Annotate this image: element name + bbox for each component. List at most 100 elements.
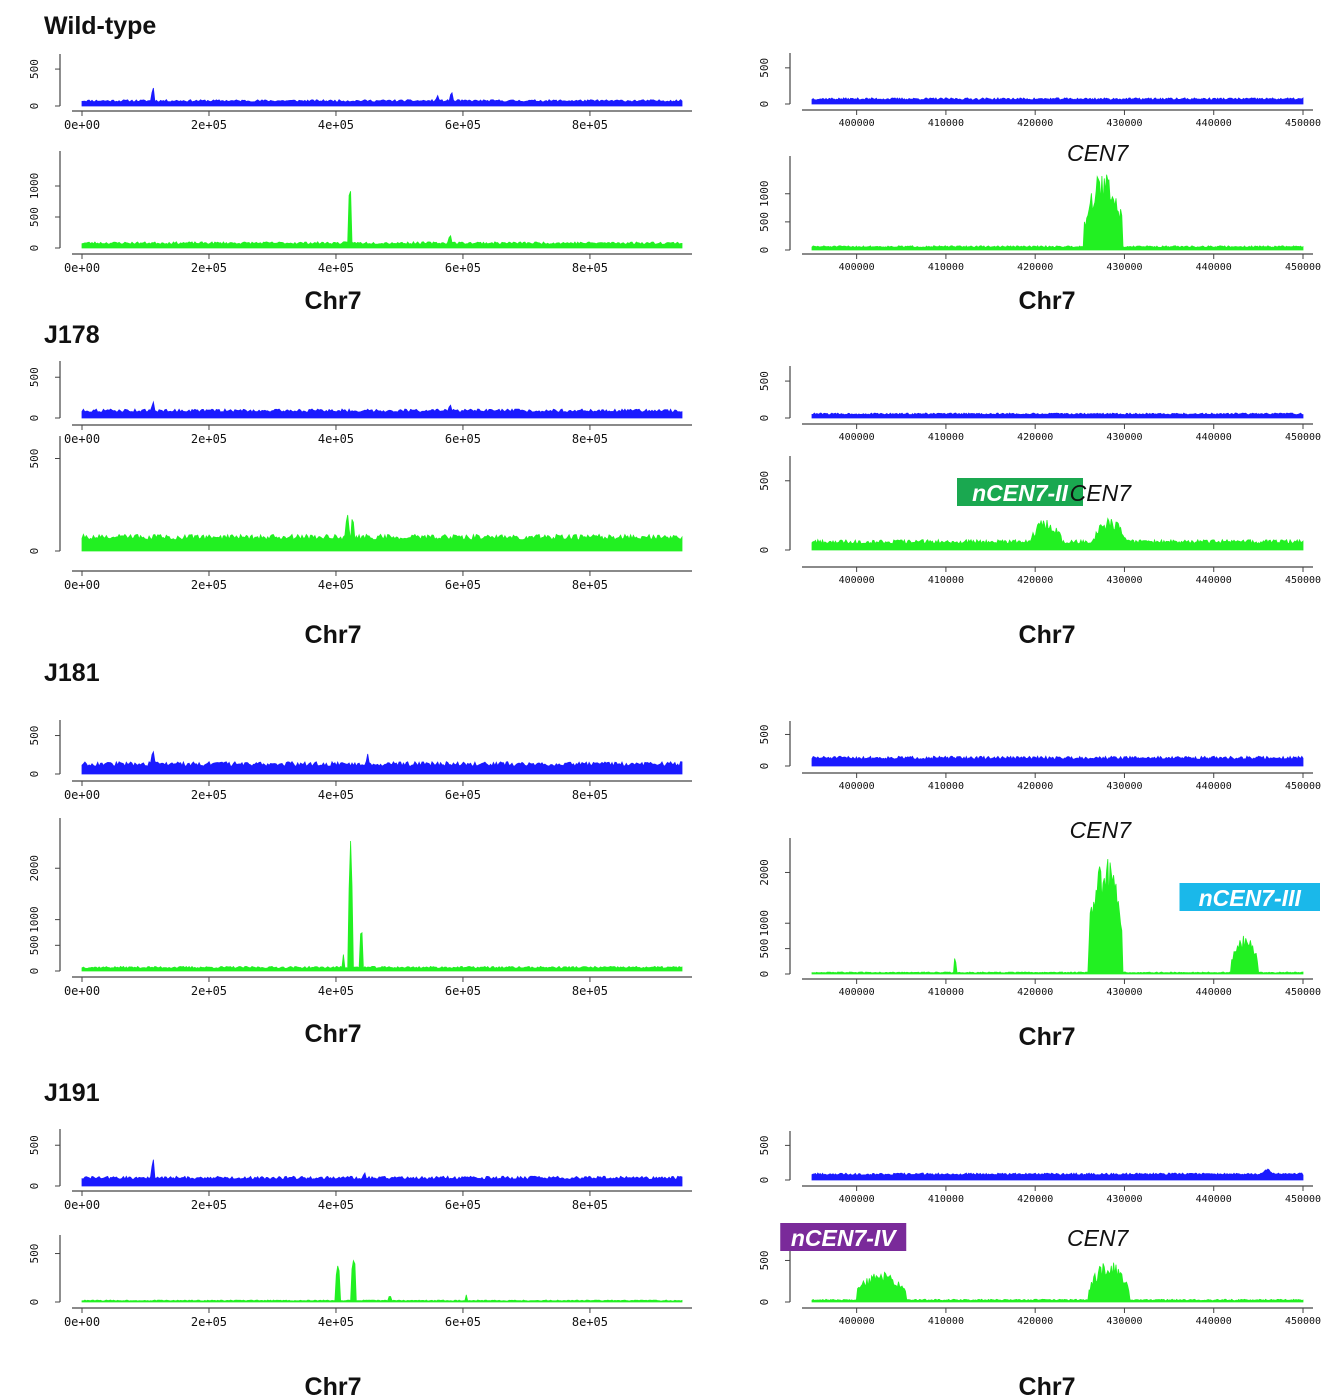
- x-tick-label: 450000: [1285, 1316, 1321, 1327]
- cen-label: CEN7: [1067, 140, 1130, 166]
- coverage-area: [81, 1159, 683, 1187]
- x-tick-label: 440000: [1196, 987, 1232, 998]
- coverage-area: [81, 514, 683, 552]
- x-tick-label: 410000: [928, 118, 964, 129]
- panel-j181: J181 0 500 0e+00 2e+05 4e+05 6e+05 8e+05 0 500 100…: [28, 659, 1321, 1051]
- panel-j191: J191 0 500 0e+00 2e+05 4e+05 6e+05 8e+05 0 500 0e+…: [28, 1079, 1321, 1398]
- x-tick-label: 450000: [1285, 575, 1321, 586]
- y-tick-label: 2000: [28, 855, 41, 882]
- x-tick-label: 420000: [1017, 432, 1053, 443]
- x-tick-label: 420000: [1017, 987, 1053, 998]
- x-tick-label: 430000: [1106, 987, 1142, 998]
- cen-label: CEN7: [1070, 480, 1133, 506]
- x-tick-label: 450000: [1285, 118, 1321, 129]
- y-tick-label: 0: [758, 1299, 771, 1306]
- x-tick-label: 4e+05: [318, 118, 354, 132]
- zoom-plot: 0 500 400000 410000 420000 430000 440000 450000…: [758, 53, 1321, 315]
- x-tick-label: 430000: [1106, 1194, 1142, 1205]
- y-tick-label: 1000: [758, 181, 771, 208]
- x-tick-label: 6e+05: [445, 1315, 481, 1329]
- x-tick-label: 2e+05: [191, 788, 227, 802]
- input-track: 0 500 400000 410000 420000 430000 440000 450000: [758, 1131, 1321, 1205]
- ncen-label: nCEN7-III: [1199, 885, 1302, 911]
- x-tick-label: 440000: [1196, 118, 1232, 129]
- x-tick-label: 450000: [1285, 987, 1321, 998]
- x-tick-label: 6e+05: [445, 578, 481, 592]
- y-tick-label: 0: [28, 103, 41, 110]
- x-tick-label: 410000: [928, 1194, 964, 1205]
- x-tick-label: 420000: [1017, 118, 1053, 129]
- strain-label: Wild-type: [44, 12, 156, 40]
- x-tick-label: 440000: [1196, 262, 1232, 273]
- x-tick-label: 420000: [1017, 1194, 1053, 1205]
- x-tick-label: 2e+05: [191, 578, 227, 592]
- x-tick-label: 0e+00: [64, 788, 100, 802]
- y-tick-label: 0: [758, 763, 771, 770]
- x-tick-label: 450000: [1285, 1194, 1321, 1205]
- x-axis-title: Chr7: [305, 621, 362, 649]
- panel-j178: J178 0 500 0e+00 2e+05 4e+05 6e+05 8e+05 0 500 0e+…: [28, 321, 1321, 649]
- x-tick-label: 8e+05: [572, 1198, 608, 1212]
- x-tick-label: 430000: [1106, 262, 1142, 273]
- x-tick-label: 430000: [1106, 432, 1142, 443]
- x-tick-label: 420000: [1017, 781, 1053, 792]
- chip-track: 0 500 0e+00 2e+05 4e+05 6e+05 8e+05: [28, 436, 692, 592]
- x-tick-label: 430000: [1106, 781, 1142, 792]
- label-badge: [780, 1223, 907, 1251]
- x-tick-label: 0e+00: [64, 1315, 100, 1329]
- x-tick-label: 400000: [839, 1194, 875, 1205]
- zoom-plot: 0 500 400000 410000 420000 430000 440000 450000…: [758, 1131, 1321, 1398]
- x-tick-label: 410000: [928, 432, 964, 443]
- input-track: 0 500 0e+00 2e+05 4e+05 6e+05 8e+05: [28, 720, 692, 802]
- y-tick-label: 500: [758, 1251, 771, 1271]
- x-tick-label: 2e+05: [191, 984, 227, 998]
- cen-label: CEN7: [1070, 817, 1133, 843]
- x-tick-label: 4e+05: [318, 1198, 354, 1212]
- x-tick-label: 8e+05: [572, 984, 608, 998]
- x-tick-label: 440000: [1196, 781, 1232, 792]
- x-tick-label: 2e+05: [191, 1315, 227, 1329]
- y-tick-label: 0: [758, 247, 771, 254]
- strain-label: J191: [44, 1079, 100, 1107]
- full-chromosome-plot: 0 500 0e+00 2e+05 4e+05 6e+05 8e+05 0 500 0e+00 2e…: [28, 1129, 692, 1398]
- x-tick-label: 8e+05: [572, 118, 608, 132]
- x-tick-label: 420000: [1017, 1316, 1053, 1327]
- x-tick-label: 410000: [928, 262, 964, 273]
- x-tick-label: 420000: [1017, 575, 1053, 586]
- x-tick-label: 0e+00: [64, 118, 100, 132]
- y-tick-label: 0: [758, 971, 771, 978]
- x-tick-label: 430000: [1106, 575, 1142, 586]
- x-tick-label: 8e+05: [572, 578, 608, 592]
- coverage-area: [81, 400, 683, 419]
- x-tick-label: 4e+05: [318, 578, 354, 592]
- x-tick-label: 6e+05: [445, 432, 481, 446]
- x-tick-label: 0e+00: [64, 984, 100, 998]
- y-tick-label: 1000: [28, 906, 41, 933]
- y-tick-label: 500: [28, 726, 41, 746]
- label-badge: [957, 478, 1084, 506]
- x-tick-label: 410000: [928, 1316, 964, 1327]
- panel-wild-type: Wild-type 0 500 0e+00 2e+05 4e+05 6e+05 8e+05 0 5…: [28, 12, 1321, 315]
- y-tick-label: 500: [28, 449, 41, 469]
- x-tick-label: 4e+05: [318, 432, 354, 446]
- y-tick-label: 0: [28, 1299, 41, 1306]
- x-tick-label: 4e+05: [318, 261, 354, 275]
- x-tick-label: 450000: [1285, 781, 1321, 792]
- x-axis-title: Chr7: [1019, 1023, 1076, 1051]
- strain-label: J181: [44, 659, 100, 687]
- x-tick-label: 440000: [1196, 1194, 1232, 1205]
- label-badge: [1179, 883, 1320, 911]
- x-tick-label: 2e+05: [191, 1198, 227, 1212]
- y-tick-label: 500: [758, 371, 771, 391]
- x-tick-label: 400000: [839, 1316, 875, 1327]
- ncen-label: nCEN7-II: [972, 480, 1068, 506]
- x-axis-title: Chr7: [305, 1020, 362, 1048]
- x-tick-label: 450000: [1285, 432, 1321, 443]
- zoom-plot: 0 500 400000 410000 420000 430000 440000 450000…: [758, 721, 1321, 1051]
- chip-track: 0 500 0e+00 2e+05 4e+05 6e+05 8e+05: [28, 1235, 692, 1329]
- coverage-area: [811, 858, 1304, 975]
- x-tick-label: 6e+05: [445, 261, 481, 275]
- x-tick-label: 0e+00: [64, 432, 100, 446]
- coverage-area: [811, 755, 1304, 767]
